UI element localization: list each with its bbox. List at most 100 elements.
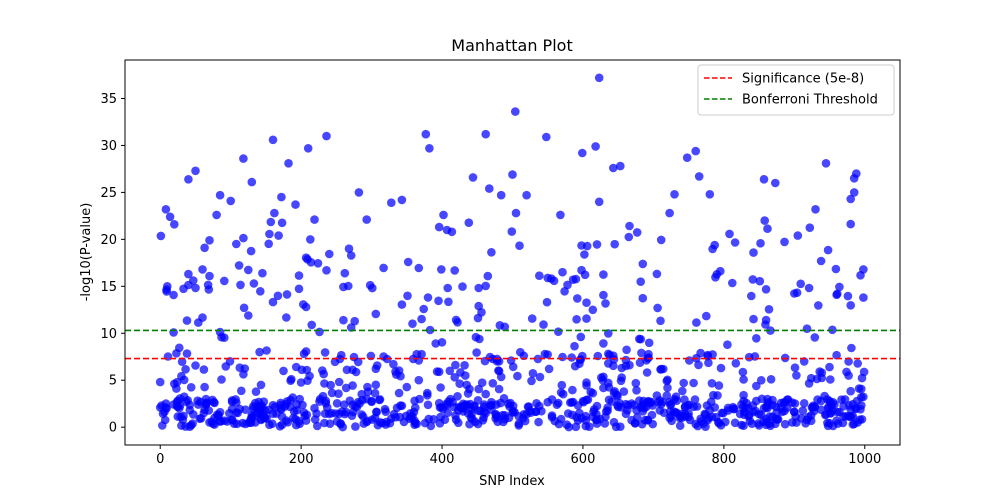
snp-point <box>714 381 724 390</box>
snp-point <box>198 265 207 274</box>
snp-point <box>172 384 181 393</box>
snp-point <box>656 235 666 245</box>
snp-point <box>604 329 613 338</box>
snp-point <box>402 382 412 392</box>
snp-point <box>189 410 198 419</box>
snp-point <box>735 409 745 419</box>
snp-point <box>598 375 607 385</box>
snp-point <box>640 415 650 425</box>
snp-point <box>621 361 631 371</box>
snp-point <box>631 378 641 388</box>
snp-point <box>408 411 417 421</box>
snp-point <box>772 408 781 417</box>
snp-point <box>846 301 855 310</box>
snp-point <box>177 371 186 381</box>
snp-point <box>288 393 298 402</box>
snp-point <box>539 320 548 329</box>
snp-point <box>385 418 395 428</box>
snp-point <box>375 395 385 404</box>
snp-point <box>802 415 812 425</box>
snp-point <box>389 409 399 419</box>
snp-point <box>568 275 578 285</box>
snp-point <box>575 359 584 369</box>
snp-point <box>389 359 398 369</box>
snp-point <box>610 239 619 249</box>
snp-point <box>731 359 741 368</box>
snp-point <box>256 415 266 425</box>
snp-point <box>429 415 438 424</box>
snp-point <box>363 382 372 392</box>
snp-point <box>215 190 225 200</box>
snp-point <box>163 352 173 361</box>
snp-point <box>307 320 317 330</box>
snp-point <box>763 224 772 233</box>
snp-point <box>362 215 372 224</box>
x-tick-label: 800 <box>711 452 736 467</box>
snp-point <box>481 389 491 399</box>
legend: Significance (5e-8) Bonferroni Threshold <box>697 64 895 116</box>
snp-point <box>478 416 488 425</box>
snp-point <box>487 248 496 257</box>
snp-point <box>535 372 545 382</box>
snp-point <box>846 194 855 204</box>
snp-point <box>439 210 448 220</box>
snp-point <box>810 333 820 342</box>
snp-point <box>419 304 429 314</box>
snp-point <box>246 416 255 425</box>
snp-point <box>694 172 704 181</box>
snp-point <box>294 271 304 280</box>
snp-point <box>220 333 229 343</box>
snp-point <box>493 417 503 427</box>
snp-point <box>821 159 831 168</box>
snp-point <box>748 275 758 284</box>
snp-point <box>273 291 283 301</box>
snp-point <box>182 349 192 358</box>
snp-point <box>713 391 722 400</box>
snp-point <box>340 268 350 278</box>
snp-point <box>577 413 586 423</box>
snp-point <box>194 318 203 327</box>
snp-point <box>423 388 432 398</box>
snp-point <box>207 417 216 427</box>
snp-point <box>677 409 686 419</box>
snp-point <box>294 284 304 294</box>
snp-point <box>455 379 465 389</box>
snp-point <box>616 161 625 171</box>
snp-point <box>691 146 700 156</box>
snp-point <box>675 421 685 431</box>
snp-point <box>451 360 460 370</box>
y-tick-label: 0 <box>109 421 117 436</box>
snp-point <box>670 395 679 404</box>
snp-point <box>581 421 591 431</box>
snp-point <box>232 239 241 249</box>
snp-point <box>444 297 453 307</box>
snp-point <box>749 248 758 257</box>
snp-point <box>711 273 720 282</box>
snp-point <box>301 416 311 425</box>
snp-point <box>380 404 390 414</box>
snp-point <box>349 352 359 362</box>
snp-point <box>766 421 775 431</box>
snp-point <box>488 379 498 388</box>
snp-point <box>235 363 245 373</box>
snp-point <box>322 131 331 141</box>
snp-point <box>666 407 675 416</box>
snp-point <box>780 419 790 429</box>
snp-point <box>169 328 178 337</box>
snp-point <box>241 405 250 415</box>
snp-point <box>592 240 602 249</box>
snp-point <box>327 388 337 398</box>
snp-point <box>279 366 288 376</box>
snp-point <box>710 240 719 250</box>
snp-point <box>842 367 851 377</box>
snp-point <box>212 210 221 220</box>
snp-point <box>833 407 842 417</box>
snp-point <box>200 382 209 392</box>
snp-point <box>706 397 716 407</box>
snp-point <box>766 375 776 384</box>
snp-point <box>738 367 748 377</box>
snp-point <box>759 417 768 427</box>
snp-point <box>295 394 305 404</box>
snp-point <box>372 361 382 370</box>
x-axis-ticks: 0 200 400 600 800 1000 <box>156 445 881 467</box>
